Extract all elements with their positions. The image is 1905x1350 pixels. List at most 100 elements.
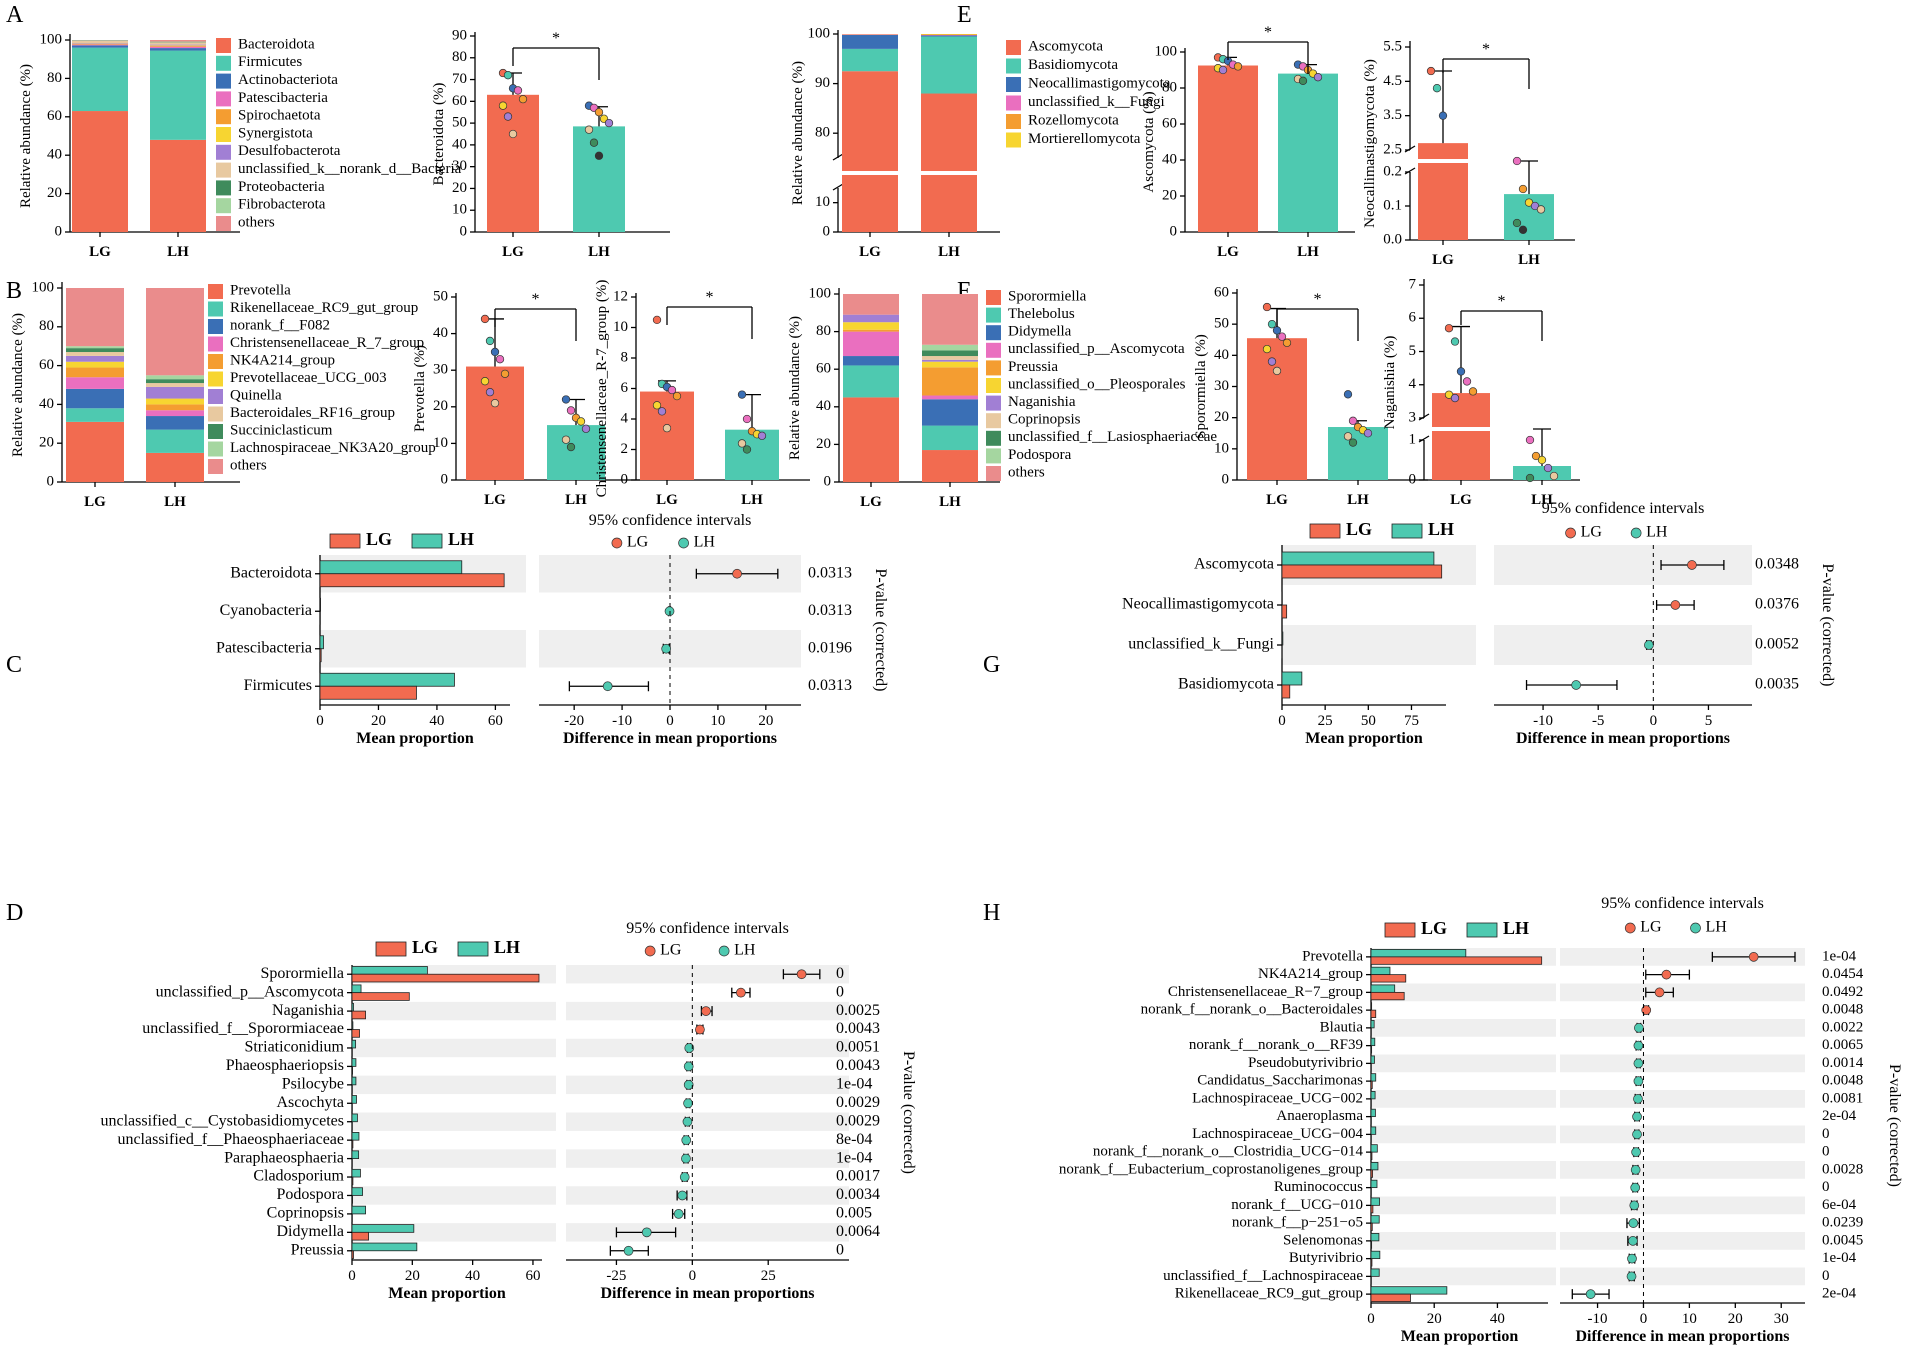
row-label: unclassified_f__Lachnospiraceae: [1163, 1268, 1363, 1284]
bar-LG: [1432, 393, 1490, 480]
p-value: 0: [836, 1241, 844, 1258]
y-tick-label: 10: [452, 202, 467, 218]
bar-LG-11: [351, 1176, 354, 1186]
legend-label: Firmicutes: [238, 54, 302, 70]
bar-LG: [1418, 143, 1468, 240]
diff-point: [1626, 1271, 1637, 1282]
data-point: [594, 151, 604, 160]
data-point: [480, 377, 490, 386]
row-band-right: [566, 1075, 849, 1095]
x-tick-label: LH: [167, 244, 189, 260]
legend-label: Actinobacteriota: [238, 72, 338, 88]
p-value: 0.0064: [836, 1223, 880, 1240]
data-point: [1450, 337, 1460, 346]
bar-LH-10: [1370, 1126, 1377, 1135]
bar-LH-12: [351, 1187, 363, 1196]
legend-label: Rikenellaceae_RC9_gut_group: [230, 300, 418, 316]
x-tick-label: LH: [741, 492, 763, 508]
legend-swatch-LG: [329, 533, 361, 549]
bar-LG-7: [1370, 1080, 1373, 1089]
x-tick-label: -5: [1592, 713, 1605, 729]
stack-segment-1-4: [150, 45, 206, 47]
bar-LH-13: [1370, 1179, 1378, 1189]
row-label: Sporormiella: [260, 965, 344, 982]
row-label: norank_f__p−251−o5: [1232, 1215, 1363, 1231]
legend-label: LH: [694, 534, 716, 551]
legend-label: Lachnospiraceae_NK3A20_group: [230, 440, 436, 456]
x-tick-label: 25: [761, 1268, 776, 1284]
y-tick-label: 8: [621, 349, 629, 365]
p-value: 0.005: [836, 1205, 872, 1222]
y-tick-label: 100: [809, 285, 832, 301]
row-label: Preussia: [291, 1241, 344, 1258]
stack-segment-0-10: [843, 294, 899, 315]
x-tick-label: -10: [612, 713, 632, 729]
legend-swatch-LG: [1309, 523, 1341, 539]
significance-star: *: [1314, 291, 1322, 308]
y-tick-label: 2.5: [1383, 141, 1402, 157]
bar-LG-5: [351, 1066, 354, 1075]
data-point: [657, 407, 667, 416]
y-tick-label: 30: [452, 158, 467, 174]
y-tick-label: 0.2: [1383, 163, 1402, 179]
row-band-right: [1560, 1125, 1805, 1144]
bar-LH-3: [1370, 1002, 1373, 1011]
axis-break-gap: [919, 171, 979, 175]
legend-swatch: [986, 378, 1001, 393]
x-tick-label: 20: [405, 1268, 420, 1284]
stack-segment-0-4: [66, 367, 124, 378]
diff-point: [1630, 1165, 1641, 1175]
bar-LH-8: [351, 1113, 358, 1123]
legend-swatch-LG: [375, 941, 407, 957]
row-band-left: [1282, 625, 1476, 665]
diff-point: [732, 568, 742, 579]
y-tick-label: 70: [452, 71, 467, 87]
legend-swatch: [216, 180, 231, 196]
y-tick-label: 10: [1214, 440, 1229, 456]
x-tick-label: LH: [938, 244, 960, 260]
stack-segment-1-8: [150, 41, 206, 43]
row-label: Ruminococcus: [1274, 1179, 1363, 1195]
stack-segment-1-1: [922, 425, 978, 451]
stack-segment-1-5: [146, 398, 204, 405]
legend-swatch-LH: [457, 941, 489, 957]
data-point: [1343, 390, 1353, 399]
x-tick-label: 0: [348, 1268, 356, 1284]
x-tick-label: -25: [606, 1268, 626, 1284]
p-value: 0.0454: [1822, 966, 1864, 982]
row-label: Paraphaeosphaeria: [224, 1149, 344, 1166]
x-tick-label: 0: [1278, 713, 1286, 729]
bar-LH: [1328, 427, 1388, 480]
row-label: Coprinopsis: [267, 1205, 344, 1222]
x-tick-label: LG: [502, 244, 524, 260]
row-label: norank_f__UCG−010: [1231, 1197, 1363, 1213]
data-point: [498, 101, 508, 110]
bar-LG-11: [1370, 1151, 1373, 1160]
legend-swatch: [216, 109, 231, 125]
stack-segment-1-4: [922, 367, 978, 396]
y-tick-label: 50: [452, 115, 467, 131]
bar-LH-1: [319, 597, 321, 612]
data-point: [737, 390, 747, 399]
data-point: [485, 336, 495, 346]
diff-point: [695, 1024, 705, 1035]
bar-LH-12: [1370, 1162, 1379, 1171]
x-tick-label: 20: [371, 713, 386, 729]
data-point: [737, 439, 747, 448]
p-value-axis-label: P-value (corrected): [1819, 563, 1836, 686]
bar-LG: [466, 366, 524, 480]
data-point: [604, 118, 614, 128]
data-point: [500, 369, 510, 379]
stack-segment-0-1: [843, 365, 899, 398]
bar-LG-0: [351, 973, 540, 983]
p-value: 0.0051: [836, 1039, 880, 1056]
y-tick-label: 1: [1409, 431, 1417, 447]
axis-break: [1404, 167, 1416, 175]
stack-segment-0-4: [72, 44, 128, 45]
legend-label: Quinella: [230, 387, 282, 403]
diff-point: [1633, 1058, 1644, 1069]
stack-segment-1-1: [150, 50, 206, 140]
stack-segment-1-3: [922, 395, 978, 400]
y-tick-label: 40: [433, 325, 448, 341]
p-value: 0.0313: [808, 677, 852, 694]
